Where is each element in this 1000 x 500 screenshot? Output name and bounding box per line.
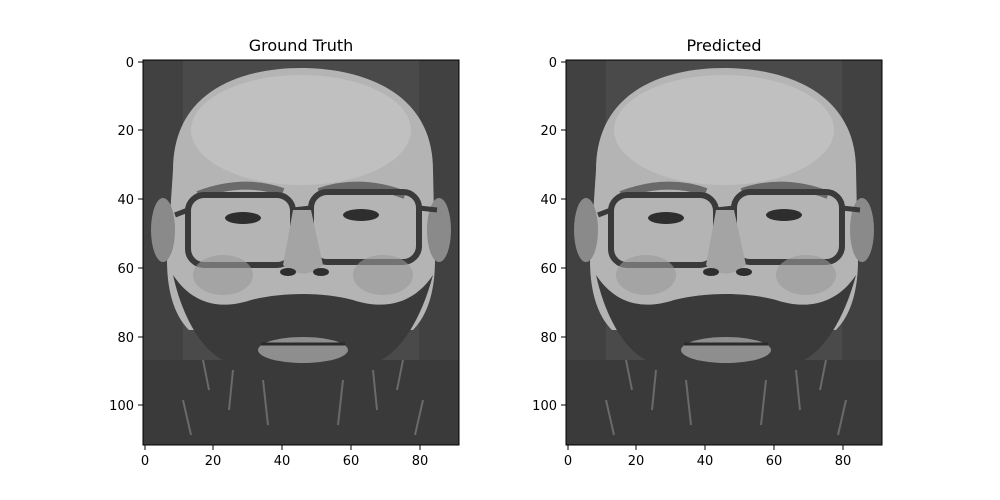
- y-tick-label: 60: [540, 262, 557, 277]
- x-tick-label: 80: [835, 454, 852, 469]
- x-tick-label: 60: [343, 454, 360, 469]
- panel-title: Predicted: [686, 36, 761, 55]
- axes-frame: [142, 59, 460, 446]
- y-tick-label: 60: [117, 262, 134, 277]
- panel-predicted: Predicted 0 20 40 60 80 100 0 20 40 60 8…: [532, 36, 882, 469]
- panel-title: Ground Truth: [249, 36, 354, 55]
- y-tick-label: 100: [109, 399, 134, 414]
- y-tick-label: 20: [117, 124, 134, 139]
- y-tick-label: 20: [540, 124, 557, 139]
- face-image: [143, 60, 459, 445]
- panel-ground-truth: Ground Truth 0 20 40 60 80 100 0 20 40 6…: [109, 36, 459, 469]
- y-tick-label: 80: [117, 331, 134, 346]
- x-tick-label: 0: [564, 454, 572, 469]
- y-tick-label: 40: [117, 193, 134, 208]
- y-tick-label: 100: [532, 399, 557, 414]
- axes-frame: [565, 59, 883, 446]
- face-image: [566, 60, 882, 445]
- y-tick-label: 0: [549, 56, 557, 71]
- y-tick-label: 80: [540, 331, 557, 346]
- x-tick-label: 80: [412, 454, 429, 469]
- y-tick-label: 0: [126, 56, 134, 71]
- y-tick-label: 40: [540, 193, 557, 208]
- x-tick-label: 60: [766, 454, 783, 469]
- x-tick-label: 40: [697, 454, 714, 469]
- x-tick-label: 40: [274, 454, 291, 469]
- x-tick-label: 20: [628, 454, 645, 469]
- x-tick-label: 20: [205, 454, 222, 469]
- x-tick-label: 0: [141, 454, 149, 469]
